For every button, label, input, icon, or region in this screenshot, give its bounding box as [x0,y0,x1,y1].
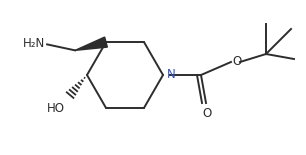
Text: HO: HO [47,102,65,115]
Text: H₂N: H₂N [23,37,45,50]
Text: O: O [202,107,212,120]
Polygon shape [75,37,107,50]
Text: O: O [233,55,242,68]
Text: N: N [167,69,176,82]
